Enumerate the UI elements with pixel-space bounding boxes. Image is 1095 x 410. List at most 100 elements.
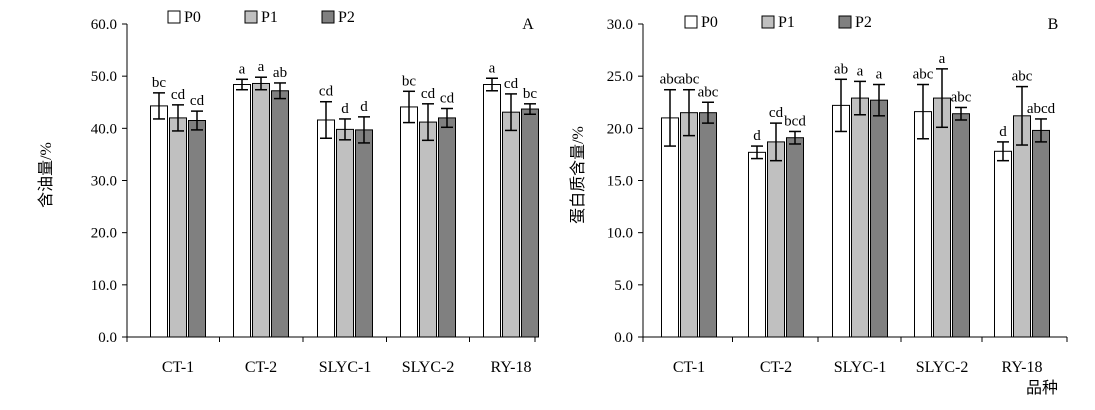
legend: P0 P1 P2 <box>684 14 872 31</box>
legend-swatch-p0 <box>684 15 698 29</box>
significance-label: d <box>341 101 349 117</box>
significance-label: d <box>999 124 1007 140</box>
x-tick-label-ry-18: RY-18 <box>1002 359 1043 376</box>
significance-label: ab <box>273 65 287 81</box>
legend-label-p1: P1 <box>261 9 278 26</box>
significance-label: cd <box>421 86 436 102</box>
significance-label: abc <box>951 89 972 105</box>
x-tick-label-ct-1: CT-1 <box>162 359 194 376</box>
bar-p2-slyc-1 <box>870 99 888 338</box>
significance-label: abcd <box>1027 101 1056 117</box>
bar-p2-ct-1 <box>699 112 717 338</box>
y-tick-label: 0.0 <box>98 330 117 346</box>
significance-label: cd <box>440 91 455 107</box>
significance-label: cd <box>190 93 205 109</box>
bar-p2-ct-2 <box>271 90 289 338</box>
x-tick-label-ry-18: RY-18 <box>491 359 532 376</box>
legend-label-p1: P1 <box>778 14 795 31</box>
significance-label: ab <box>834 61 848 77</box>
significance-label: abc <box>913 67 934 83</box>
significance-label: d <box>753 128 761 144</box>
bar-p0-slyc-2 <box>914 111 932 338</box>
bar-p0-slyc-1 <box>317 119 335 338</box>
legend-label-p0: P0 <box>701 14 718 31</box>
significance-label: cd <box>769 105 784 121</box>
significance-label: a <box>857 63 864 79</box>
y-tick-label: 40.0 <box>91 121 117 137</box>
x-tick-label-ct-2: CT-2 <box>245 359 277 376</box>
y-tick-label: 50.0 <box>91 69 117 85</box>
x-tick-label-slyc-1: SLYC-1 <box>834 359 887 376</box>
bar-p0-ry-18 <box>483 84 501 338</box>
x-tick-label-slyc-2: SLYC-2 <box>402 359 455 376</box>
y-tick-label: 10.0 <box>91 278 117 294</box>
significance-label: abc <box>1012 69 1033 85</box>
significance-label: d <box>360 99 368 115</box>
significance-label: a <box>258 59 265 75</box>
legend-swatch-p0 <box>167 10 181 24</box>
significance-label: bc <box>152 75 167 91</box>
bar-p2-ct-2 <box>786 137 804 338</box>
y-tick-label: 20.0 <box>91 226 117 242</box>
y-tick-label: 25.0 <box>607 69 633 85</box>
bar-p0-slyc-1 <box>832 104 850 338</box>
significance-label: cd <box>319 84 334 100</box>
y-tick-label: 10.0 <box>607 226 633 242</box>
bar-p1-ry-18 <box>1013 115 1031 338</box>
x-axis-label: 品种 <box>1026 379 1058 397</box>
significance-label: a <box>489 60 496 76</box>
x-tick-label-ct-2: CT-2 <box>760 359 792 376</box>
bar-p1-slyc-2 <box>419 121 437 338</box>
significance-label: abc <box>660 72 681 88</box>
chart-panel-2: 0.0 5.0 10.0 15.0 20.0 25.0 30.0 CT-1 CT-2 SLYC-1… <box>569 14 1068 397</box>
significance-label: bc <box>523 86 538 102</box>
bar-p1-slyc-1 <box>336 128 354 338</box>
legend-swatch-p2 <box>321 10 335 24</box>
bar-p0-ct-1 <box>150 105 168 338</box>
bar-p1-slyc-2 <box>933 97 951 338</box>
legend-swatch-p1 <box>244 10 258 24</box>
legend-label-p2: P2 <box>338 9 355 26</box>
x-tick-label-ct-1: CT-1 <box>673 359 705 376</box>
y-tick-label: 20.0 <box>607 121 633 137</box>
bar-p2-slyc-2 <box>952 113 970 338</box>
chart-panel-1: 0.0 10.0 20.0 30.0 40.0 50.0 60.0 CT-1 CT-2 SLYC-… <box>37 9 539 376</box>
bar-p0-slyc-2 <box>400 106 418 338</box>
bar-p1-ct-1 <box>169 117 187 338</box>
y-tick-label: 15.0 <box>607 174 633 190</box>
significance-label: cd <box>171 87 186 103</box>
bar-p2-ct-1 <box>188 120 206 338</box>
y-tick-label: 30.0 <box>607 17 633 33</box>
bar-p0-ct-1 <box>661 117 679 338</box>
x-tick-label-slyc-2: SLYC-2 <box>916 359 969 376</box>
bar-p0-ct-2 <box>748 151 766 338</box>
legend-swatch-p1 <box>761 15 775 29</box>
bar-p1-ct-2 <box>767 141 785 338</box>
legend-swatch-p2 <box>838 15 852 29</box>
significance-label: abc <box>679 72 700 88</box>
significance-label: bc <box>402 73 417 89</box>
y-axis-label: 含油量/% <box>37 142 55 208</box>
legend-label-p2: P2 <box>855 14 872 31</box>
bar-p2-slyc-2 <box>438 117 456 338</box>
significance-label: a <box>939 51 946 67</box>
bar-p1-ct-2 <box>252 82 270 338</box>
bar-p2-ry-18 <box>1032 129 1050 338</box>
legend-label-p0: P0 <box>184 9 201 26</box>
x-tick-label-slyc-1: SLYC-1 <box>319 359 372 376</box>
significance-label: bcd <box>784 113 806 129</box>
significance-label: abc <box>698 84 719 100</box>
bar-p2-ry-18 <box>521 108 539 338</box>
y-axis-label: 蛋白质含量/% <box>569 126 587 224</box>
bar-p1-ct-1 <box>680 112 698 338</box>
significance-label: a <box>239 61 246 77</box>
significance-label: cd <box>504 76 519 92</box>
bar-p0-ry-18 <box>994 150 1012 338</box>
y-tick-label: 0.0 <box>614 330 633 346</box>
y-tick-label: 30.0 <box>91 174 117 190</box>
y-tick-label: 60.0 <box>91 17 117 33</box>
bar-p0-ct-2 <box>233 84 251 338</box>
y-tick-label: 5.0 <box>614 278 633 294</box>
